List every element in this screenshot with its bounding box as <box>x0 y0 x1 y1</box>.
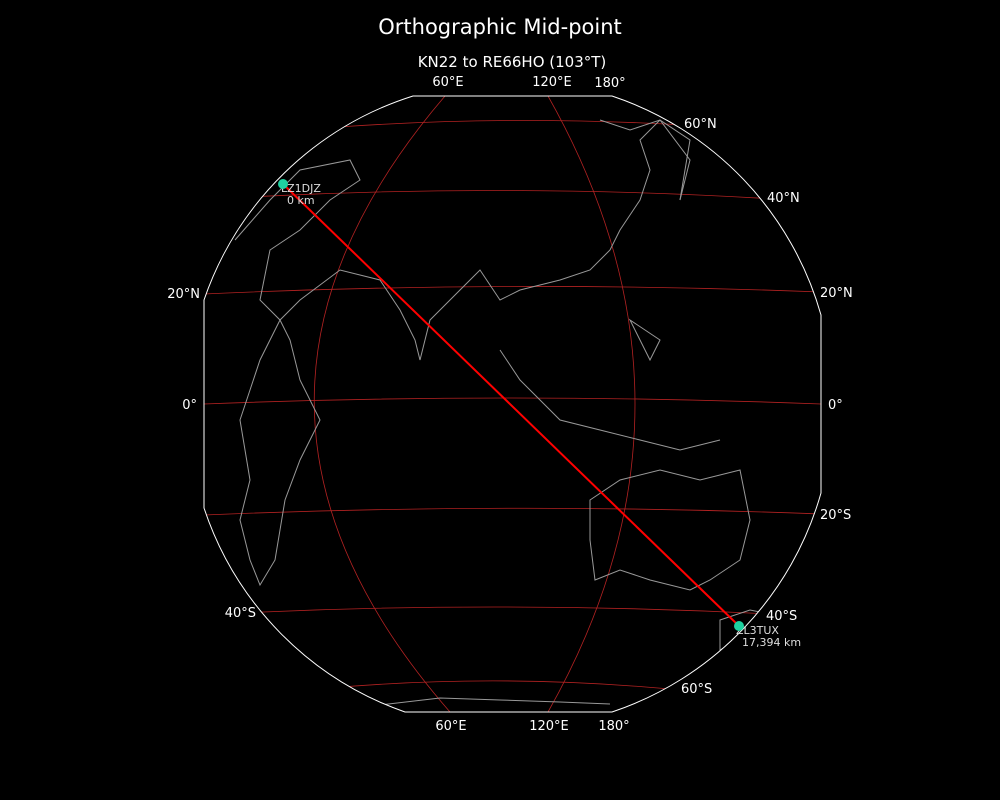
lon-label-top: 180° <box>594 76 625 91</box>
lat-label-left: 40°S <box>225 606 256 621</box>
station-call: LZ1DJZ <box>281 182 321 195</box>
station-distance: 17,394 km <box>742 636 801 649</box>
lat-label-right: 20°N <box>820 286 853 301</box>
lat-label-left: 0° <box>182 398 197 413</box>
parallels <box>204 96 821 712</box>
station-marker[interactable] <box>278 179 288 189</box>
lat-label-right: 40°N <box>767 191 800 206</box>
lon-label-bottom: 60°E <box>435 719 466 734</box>
chart-subtitle: KN22 to RE66HO (103°T) <box>418 53 607 71</box>
lon-label-top: 120°E <box>532 75 572 90</box>
lon-label-top: 60°E <box>432 75 463 90</box>
meridian-60e <box>313 96 451 712</box>
parallel-40n <box>229 190 791 201</box>
station-call: ZL3TUX <box>736 624 779 637</box>
lat-label-right: 60°N <box>684 117 717 132</box>
coastlines <box>234 119 777 706</box>
parallel-20n <box>204 286 821 295</box>
lat-label-right: 40°S <box>766 609 797 624</box>
parallel-40s <box>239 606 791 616</box>
lat-label-right: 0° <box>828 398 843 413</box>
lat-label-right: 20°S <box>820 508 851 523</box>
chart-title: Orthographic Mid-point <box>378 15 622 39</box>
parallel-60n <box>299 120 731 131</box>
lon-label-bottom: 180° <box>598 719 629 734</box>
station-marker[interactable] <box>734 621 744 631</box>
lat-label-right: 60°S <box>681 682 712 697</box>
lon-label-bottom: 120°E <box>529 719 569 734</box>
globe-border <box>203 95 822 713</box>
parallel-0 <box>204 397 821 405</box>
parallel-20s <box>204 507 821 516</box>
lat-label-left: 20°N <box>167 287 200 302</box>
parallel-60s <box>329 680 701 693</box>
station-distance: 0 km <box>287 194 315 207</box>
great-circle-path <box>282 183 740 627</box>
meridian-120e <box>547 96 636 712</box>
